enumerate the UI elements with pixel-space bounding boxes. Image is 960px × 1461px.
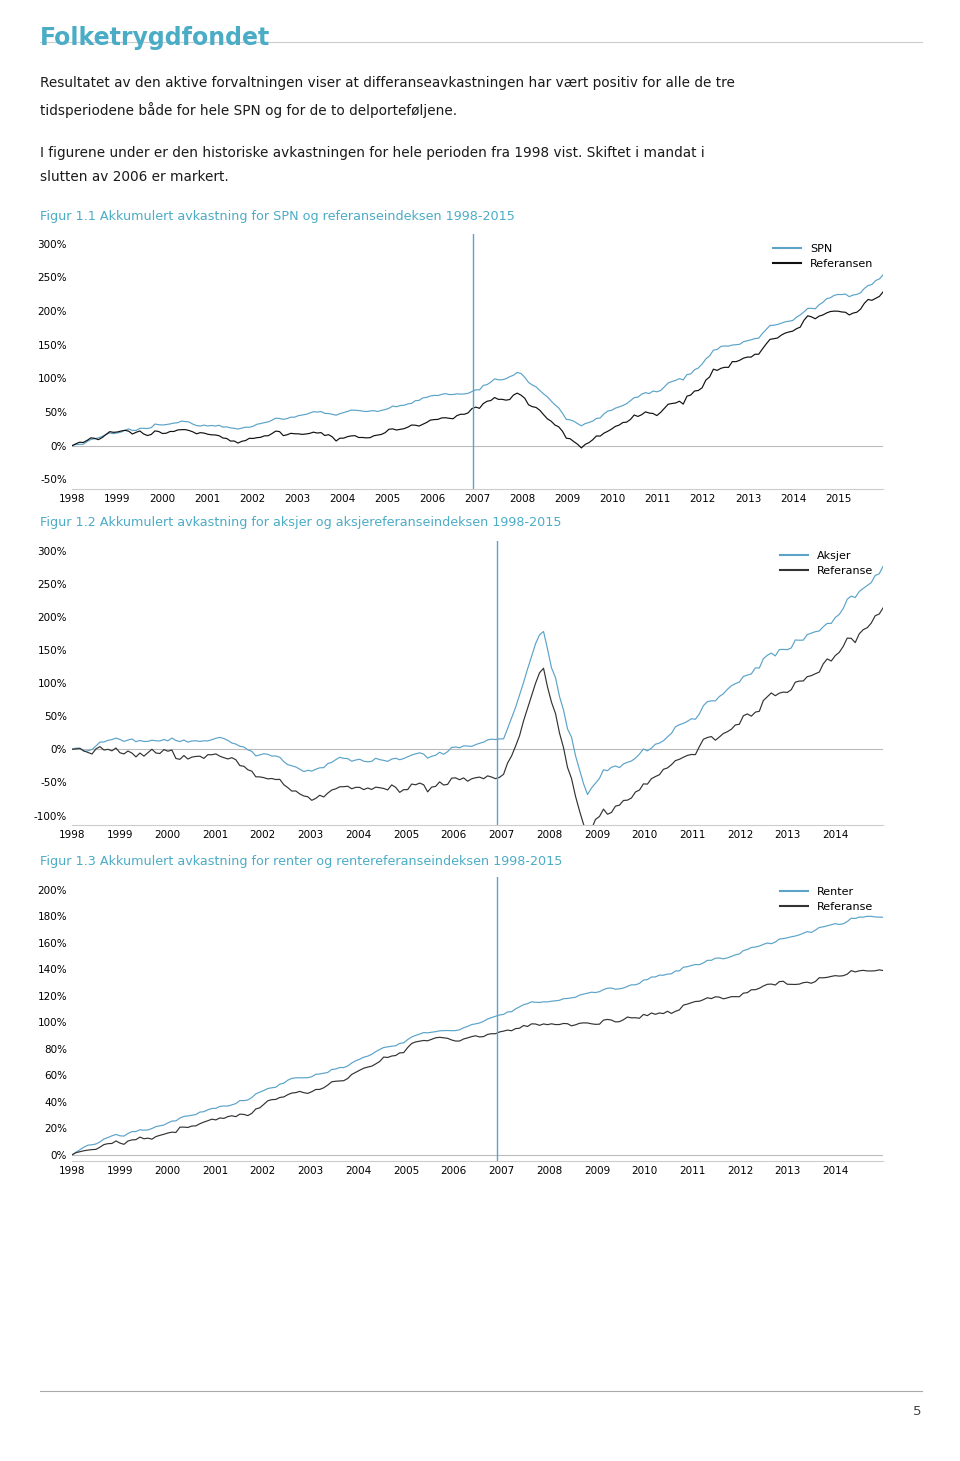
Legend: Aksjer, Referanse: Aksjer, Referanse [776, 546, 877, 580]
Text: Figur 1.2 Akkumulert avkastning for aksjer og aksjereferanseindeksen 1998-2015: Figur 1.2 Akkumulert avkastning for aksj… [40, 516, 562, 529]
Text: I figurene under er den historiske avkastningen for hele perioden fra 1998 vist.: I figurene under er den historiske avkas… [40, 146, 705, 184]
Legend: Renter, Referanse: Renter, Referanse [776, 882, 877, 916]
Text: Folketrygdfondet: Folketrygdfondet [40, 26, 271, 50]
Text: 5: 5 [913, 1405, 922, 1419]
Legend: SPN, Referansen: SPN, Referansen [769, 240, 877, 273]
Text: Figur 1.1 Akkumulert avkastning for SPN og referanseindeksen 1998-2015: Figur 1.1 Akkumulert avkastning for SPN … [40, 210, 516, 224]
Text: Figur 1.3 Akkumulert avkastning for renter og rentereferanseindeksen 1998-2015: Figur 1.3 Akkumulert avkastning for rent… [40, 855, 563, 868]
Text: Resultatet av den aktive forvaltningen viser at differanseavkastningen har vært : Resultatet av den aktive forvaltningen v… [40, 76, 735, 117]
